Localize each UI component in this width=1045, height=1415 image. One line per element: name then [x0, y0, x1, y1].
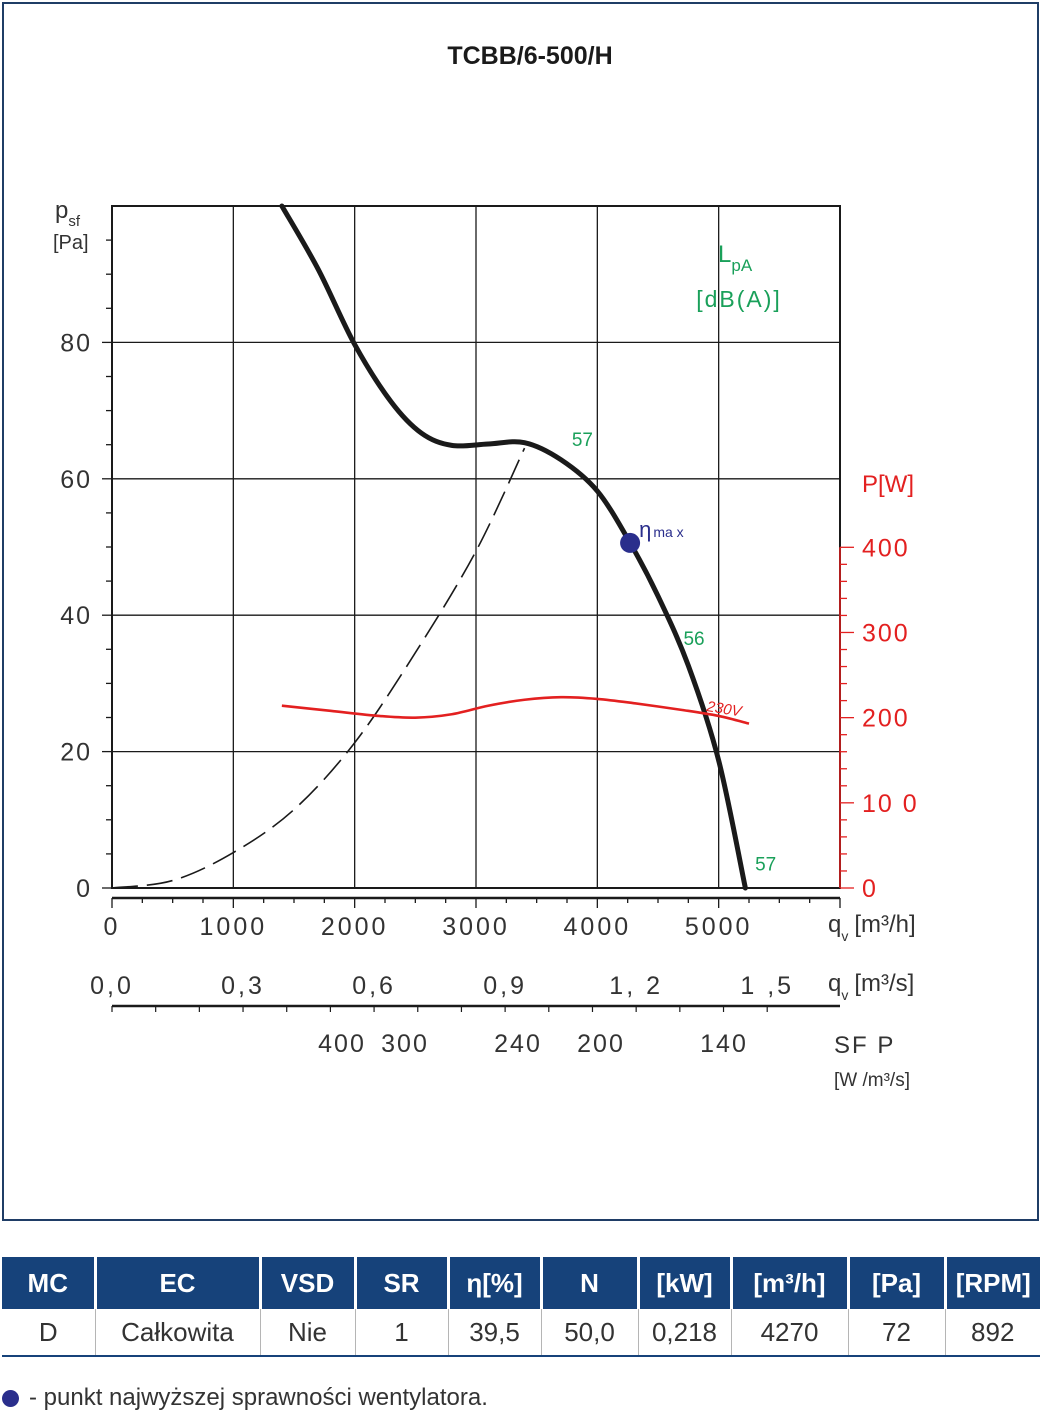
power-tick-label: 200: [862, 705, 910, 733]
table-header-cell: [RPM]: [945, 1257, 1040, 1309]
table-header-cell: [Pa]: [848, 1257, 947, 1309]
power-tick-label: 0: [862, 875, 878, 903]
x-tick-label: 4000: [564, 913, 632, 941]
table-cell: Nie: [260, 1309, 356, 1357]
table-header-cell: EC: [95, 1257, 262, 1309]
table-header-cell: η[%]: [448, 1257, 543, 1309]
y-axis: 0 20 40 60 80: [60, 239, 112, 903]
table-cell: 72: [848, 1309, 946, 1357]
y-axis-unit: [Pa]: [53, 232, 89, 254]
x-tick-label: 0: [104, 913, 121, 941]
series-group: 230V η ma x: [111, 203, 750, 891]
x-m3s-tick-label: 0,0: [90, 972, 134, 1000]
table-header-cell: SR: [355, 1257, 450, 1309]
power-tick-label: 300: [862, 619, 910, 647]
power-curve-label: 230V: [704, 698, 744, 721]
y-tick-label: 0: [76, 875, 92, 903]
specs-table: MC EC VSD SR η[%] N [kW] [m³/h] [Pa] [RPM] D Całko…: [2, 1257, 1040, 1357]
x-axis-label-m3s: qv [m³/s]: [828, 970, 914, 1003]
x-m3s-tick-label: 1, 2: [609, 972, 663, 1000]
sfp-tick-label: 300: [381, 1030, 429, 1058]
lpa-unit: [dB(A)]: [696, 286, 782, 312]
table-header-cell: [kW]: [638, 1257, 733, 1309]
x-tick-label: 5000: [685, 913, 753, 941]
chart-frame: [2, 2, 1039, 1221]
table-cell: 0,218: [638, 1309, 732, 1357]
sfp-tick-label: 240: [494, 1030, 542, 1058]
y-axis-label: psf: [55, 197, 81, 230]
x-m3s-tick-label: 0,3: [221, 972, 265, 1000]
sfp-axis-unit: [W /m³/s]: [834, 1070, 910, 1091]
chart-title: TCBB/6-500/H: [447, 42, 612, 70]
table-header-cell: MC: [2, 1257, 97, 1309]
table-header-cell: N: [541, 1257, 640, 1309]
power-tick-label: 10 0: [862, 790, 919, 818]
x-m3s-tick-label: 0,6: [352, 972, 396, 1000]
table-cell: 1: [355, 1309, 449, 1357]
power-tick-label: 400: [862, 534, 910, 562]
fan-performance-chart: TCBB/6-500/H 0 20 40 60 80 0 10 0 200 300 400 0 1…: [53, 42, 919, 1091]
table-header-cell: VSD: [260, 1257, 357, 1309]
x-tick-label: 3000: [442, 913, 510, 941]
power-curve: [281, 695, 750, 725]
x-axis-m3h: 0 1000 2000 3000 4000 5000: [104, 896, 841, 941]
table-cell: 39,5: [448, 1309, 542, 1357]
pressure-curve: [279, 203, 748, 891]
table-header-row: MC EC VSD SR η[%] N [kW] [m³/h] [Pa] [RPM]: [2, 1257, 1040, 1309]
x-tick-label: 2000: [321, 913, 389, 941]
table-header-cell: [m³/h]: [731, 1257, 850, 1309]
sfp-axis-label: SF P: [834, 1032, 895, 1059]
sfp-tick-label: 400: [318, 1030, 366, 1058]
efficiency-label: η ma x: [639, 517, 684, 542]
system-curve: [111, 447, 526, 889]
x-axis-label-m3h: qv [m³/h]: [828, 911, 916, 944]
x-m3s-tick-label: 0,9: [483, 972, 527, 1000]
sound-level-label: 57: [755, 854, 776, 875]
x-tick-label: 1000: [200, 913, 268, 941]
efficiency-marker-icon: [2, 1389, 19, 1407]
efficiency-point: [620, 532, 641, 553]
y-tick-label: 80: [60, 329, 92, 357]
sfp-axis: 400 300 240 200 140: [318, 1030, 748, 1058]
table-cell: 50,0: [541, 1309, 639, 1357]
sound-level-label: 57: [572, 430, 593, 451]
x-axis-m3s: 0,0 0,3 0,6 0,9 1, 2 1 ,5: [90, 972, 840, 1012]
sfp-tick-label: 200: [577, 1030, 625, 1058]
y-tick-label: 60: [60, 466, 92, 494]
power-axis-label: P[W]: [862, 471, 914, 498]
sound-level-label: 56: [683, 629, 704, 650]
power-axis: 0 10 0 200 300 400: [839, 534, 919, 903]
sfp-tick-label: 140: [700, 1030, 748, 1058]
y-tick-label: 40: [60, 602, 92, 630]
table-cell: 892: [945, 1309, 1040, 1357]
table-cell: D: [2, 1309, 96, 1357]
x-m3s-tick-label: 1 ,5: [740, 972, 794, 1000]
footnote-text: - punkt najwyższej sprawności wentylator…: [29, 1384, 488, 1411]
y-tick-label: 20: [60, 739, 92, 767]
sound-labels: 57 56 57: [572, 430, 776, 875]
table-cell: Całkowita: [95, 1309, 261, 1357]
table-cell: 4270: [731, 1309, 849, 1357]
footnote: - punkt najwyższej sprawności wentylator…: [2, 1384, 488, 1412]
lpa-label: LpA: [718, 241, 753, 275]
table-row: D Całkowita Nie 1 39,5 50,0 0,218 4270 72 892: [2, 1309, 1040, 1357]
